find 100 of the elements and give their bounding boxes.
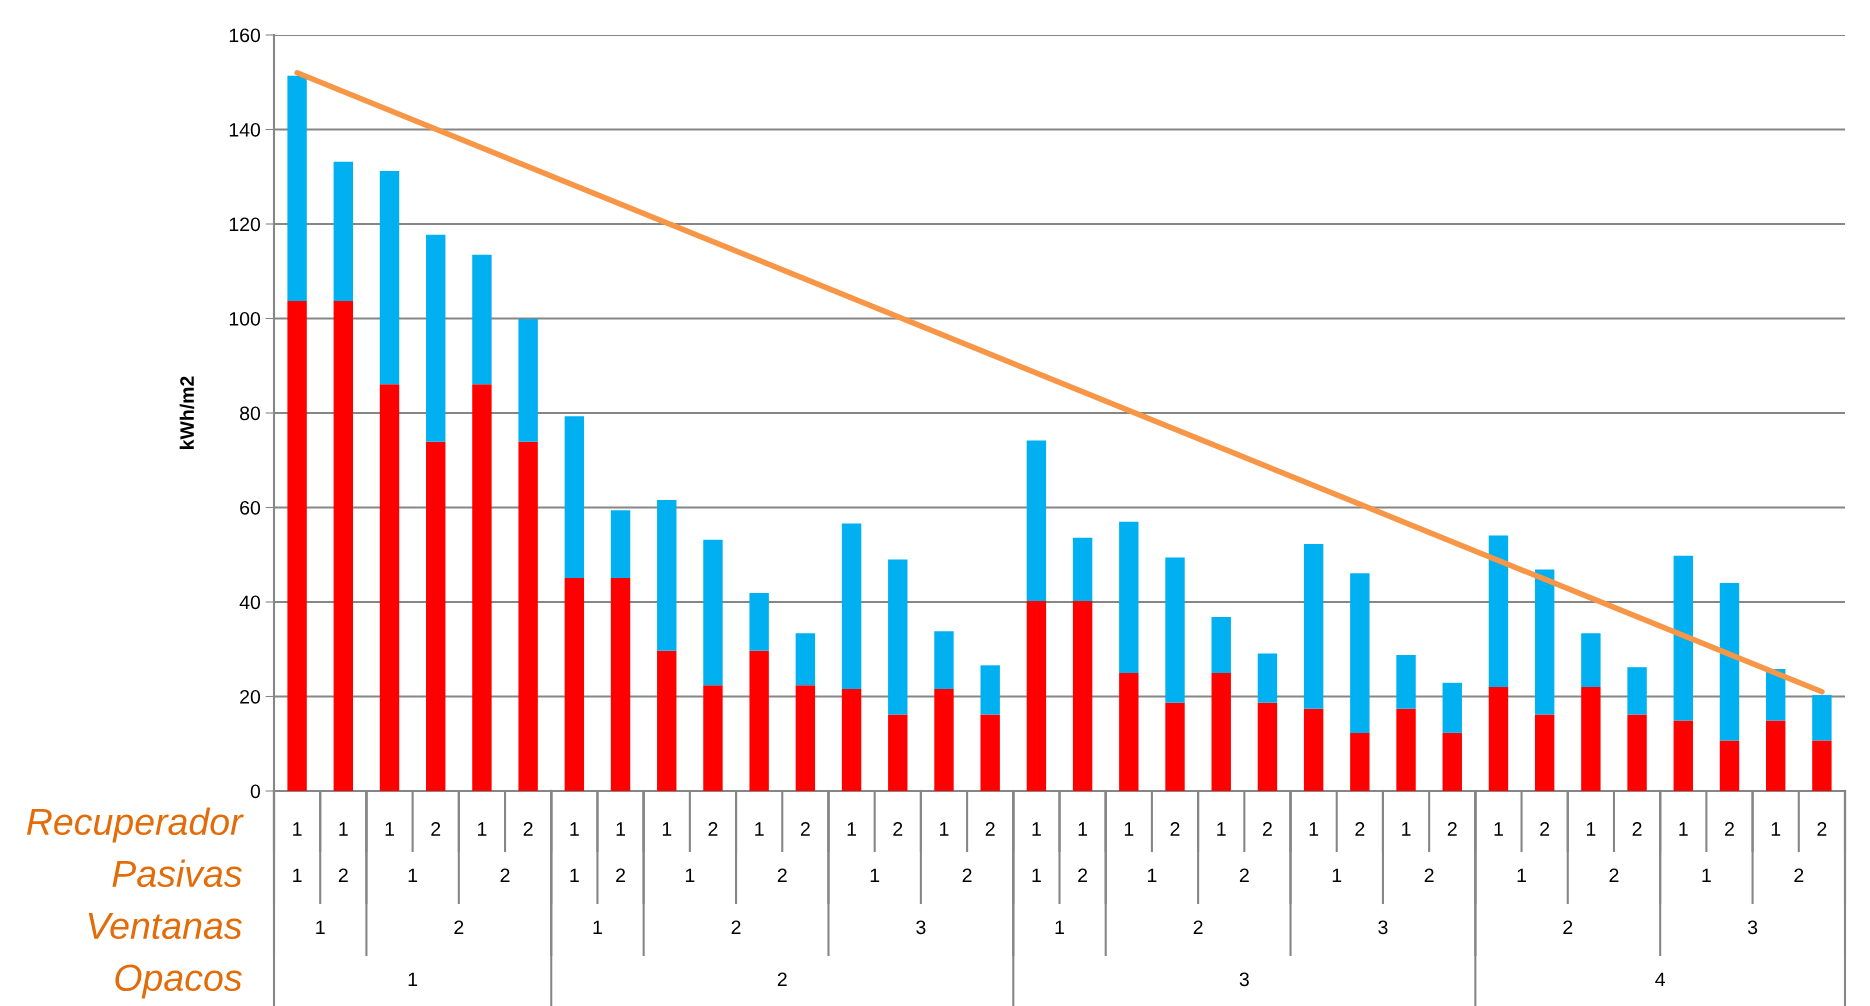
bar: [1165, 557, 1185, 703]
bar: [657, 650, 677, 791]
x-tick-label: 2: [1540, 822, 1550, 836]
text: 2: [1609, 868, 1619, 883]
bar: [287, 301, 307, 791]
bar: [841, 688, 862, 791]
text: 1: [1032, 868, 1041, 883]
y-tick-label: 0: [250, 784, 261, 799]
x-tick-label: 1: [1494, 822, 1503, 836]
bar: [426, 441, 446, 791]
x-tick-label: 1: [1309, 822, 1319, 836]
bar: [1488, 687, 1509, 791]
bar: [703, 685, 723, 791]
bar: [980, 665, 1000, 715]
bar: [1396, 654, 1416, 709]
bar: [795, 633, 816, 686]
text: 1: [316, 920, 325, 935]
x-tick-label: 1: [662, 822, 672, 836]
bar: [1627, 667, 1647, 715]
text: 2: [1193, 920, 1203, 935]
x-tick-label: 1: [1032, 822, 1041, 836]
y-tick-label: 140: [229, 122, 261, 137]
bar: [1534, 569, 1555, 715]
text: 1: [870, 868, 880, 883]
y-tick-label: 100: [229, 311, 261, 326]
bar: [841, 523, 862, 689]
text: 2: [616, 868, 625, 883]
bar: [1488, 535, 1509, 688]
bar: [610, 577, 631, 791]
x-tick-label: 1: [570, 822, 579, 836]
bar: [1673, 720, 1693, 791]
text: 2: [777, 972, 787, 987]
bar: [1211, 617, 1231, 673]
bar: [1581, 633, 1601, 688]
bar: [426, 234, 446, 442]
bar: [888, 714, 908, 791]
x-tick-label: 1: [1771, 822, 1781, 836]
bar: [703, 539, 723, 686]
bar: [379, 171, 400, 385]
bar: [1257, 702, 1278, 791]
bar: [1257, 653, 1278, 703]
x-tick-label: 1: [847, 822, 857, 836]
text: 3: [1747, 920, 1758, 935]
x-tick-label: 2: [431, 822, 441, 836]
bar: [1350, 732, 1370, 791]
bar: [1303, 543, 1324, 709]
bar: [795, 685, 816, 791]
bar: [1627, 714, 1647, 791]
text: 1: [685, 868, 695, 883]
text: 4: [1655, 972, 1666, 987]
text: 2: [962, 868, 972, 883]
text: 2: [1239, 868, 1249, 883]
text: 3: [916, 920, 926, 935]
bar: [934, 631, 954, 689]
bar: [657, 499, 677, 651]
x-tick-label: 2: [708, 822, 718, 836]
x-tick-label: 2: [1170, 822, 1180, 836]
x-tick-label: 2: [1817, 822, 1827, 836]
bar: [1719, 740, 1740, 791]
text: 2: [1563, 920, 1573, 935]
y-tick-label: 60: [240, 500, 261, 515]
x-tick-label: 1: [1402, 822, 1411, 836]
text: 2: [1424, 868, 1434, 883]
x-tick-label: 2: [1263, 822, 1272, 836]
bar: [1026, 440, 1047, 602]
x-tick-label: 1: [1078, 822, 1088, 836]
y-tick-label: 120: [229, 217, 261, 232]
text: 2: [1078, 868, 1088, 883]
text: Pasivas: [112, 859, 242, 888]
text: 1: [593, 920, 602, 935]
text: 2: [777, 868, 787, 883]
bar: [287, 75, 307, 302]
bar: [1719, 583, 1740, 741]
bar: [888, 559, 908, 715]
bar: [472, 254, 492, 385]
bar: [1350, 573, 1370, 733]
text: Opacos: [115, 964, 242, 999]
bar: [1026, 601, 1047, 791]
bar: [980, 714, 1000, 791]
x-tick-label: 2: [985, 822, 995, 836]
text: Ventanas: [88, 912, 242, 940]
bar: [1303, 708, 1324, 791]
bar: [934, 688, 954, 791]
bar: [1534, 714, 1555, 791]
x-tick-label: 1: [339, 822, 348, 836]
x-tick-label: 1: [385, 822, 394, 836]
x-tick-label: 2: [893, 822, 903, 836]
text: 1: [1332, 868, 1342, 883]
x-tick-label: 1: [1217, 822, 1226, 836]
bar: [1812, 740, 1832, 791]
bar: [1442, 732, 1462, 791]
bar: [333, 301, 354, 791]
x-tick-label: 1: [616, 822, 625, 836]
text: 1: [293, 868, 302, 883]
bar: [1442, 682, 1462, 733]
bar: [749, 650, 769, 791]
x-tick-label: 1: [1586, 822, 1596, 836]
bar: [518, 441, 538, 791]
x-tick-label: 1: [940, 822, 949, 836]
bar: [1119, 672, 1139, 791]
